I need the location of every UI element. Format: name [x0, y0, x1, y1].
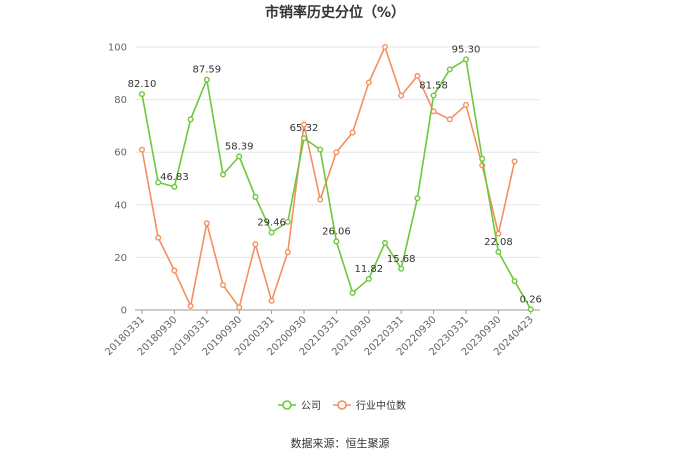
- legend-label: 行业中位数: [356, 399, 406, 412]
- data-point: [414, 72, 421, 79]
- chart-title: 市销率历史分位（%）: [265, 4, 405, 21]
- y-tick-label: 60: [114, 148, 127, 159]
- data-point: [463, 101, 470, 108]
- data-label: 26.06: [322, 226, 351, 237]
- y-tick-label: 80: [114, 95, 127, 106]
- data-point: [511, 278, 518, 285]
- y-tick-label: 100: [108, 43, 127, 54]
- data-point: [203, 220, 210, 227]
- data-point: [446, 116, 453, 123]
- x-axis: 2018033120180930201903312019093020200331…: [103, 309, 540, 358]
- data-point: [349, 129, 356, 136]
- legend-marker: [337, 400, 347, 410]
- data-labels: 82.10 46.83 87.59 58.39 29.46 65.32 26.06 11.82…: [128, 44, 542, 305]
- data-point: [138, 146, 145, 153]
- data-label: 82.10: [128, 79, 157, 90]
- series-line: [141, 58, 532, 310]
- legend-item[interactable]: 行业中位数: [333, 399, 406, 412]
- data-point: [187, 116, 194, 123]
- data-point: [333, 149, 340, 156]
- data-point: [187, 303, 194, 310]
- data-point: [365, 275, 372, 282]
- data-point: [301, 135, 308, 142]
- data-point: [268, 229, 275, 236]
- data-point: [171, 183, 178, 190]
- data-point: [203, 76, 210, 83]
- data-point: [252, 241, 259, 248]
- data-point: [138, 91, 145, 98]
- data-point: [268, 297, 275, 304]
- data-label: 65.32: [290, 123, 319, 134]
- data-label: 11.82: [354, 264, 383, 275]
- y-tick-label: 40: [114, 200, 127, 211]
- grid-lines: [135, 46, 540, 311]
- data-point: [479, 155, 486, 162]
- data-point: [414, 195, 421, 202]
- data-point: [398, 92, 405, 99]
- data-point: [236, 153, 243, 160]
- series-line: [141, 44, 516, 310]
- data-point: [155, 179, 162, 186]
- data-label: 0.26: [520, 294, 542, 305]
- data-point: [155, 234, 162, 241]
- data-point: [382, 44, 389, 51]
- data-point: [365, 79, 372, 86]
- data-label: 15.68: [387, 254, 416, 265]
- data-point: [236, 304, 243, 311]
- data-point: [495, 248, 502, 255]
- data-point: [527, 306, 534, 313]
- data-point: [252, 193, 259, 200]
- data-point: [382, 239, 389, 246]
- data-point: [511, 158, 518, 165]
- data-point: [219, 282, 226, 289]
- series-layer: [138, 44, 534, 313]
- data-point: [317, 196, 324, 203]
- legend-label: 公司: [301, 401, 321, 412]
- y-tick-label: 0: [121, 306, 127, 317]
- data-point: [301, 121, 308, 128]
- data-point: [284, 249, 291, 256]
- data-point: [398, 265, 405, 272]
- data-label: 87.59: [192, 65, 221, 76]
- y-tick-label: 20: [114, 253, 127, 264]
- data-point: [446, 66, 453, 73]
- data-point: [349, 289, 356, 296]
- legend[interactable]: 公司 行业中位数: [278, 399, 406, 412]
- data-point: [495, 230, 502, 237]
- data-point: [171, 267, 178, 274]
- data-label: 81.58: [419, 80, 448, 91]
- data-label: 22.08: [484, 237, 513, 248]
- data-point: [219, 171, 226, 178]
- data-point: [463, 56, 470, 63]
- data-label: 46.83: [160, 172, 189, 183]
- data-point: [333, 238, 340, 245]
- data-point: [430, 92, 437, 99]
- y-axis-ticks: 0 20 40 60 80 100: [108, 43, 127, 317]
- data-point: [317, 146, 324, 153]
- legend-marker: [282, 400, 292, 410]
- data-label: 95.30: [452, 44, 481, 55]
- data-label: 29.46: [257, 218, 286, 229]
- data-source: 数据来源：恒生聚源: [291, 436, 390, 450]
- data-label: 58.39: [225, 141, 254, 152]
- legend-item[interactable]: 公司: [278, 400, 321, 412]
- data-point: [284, 218, 291, 225]
